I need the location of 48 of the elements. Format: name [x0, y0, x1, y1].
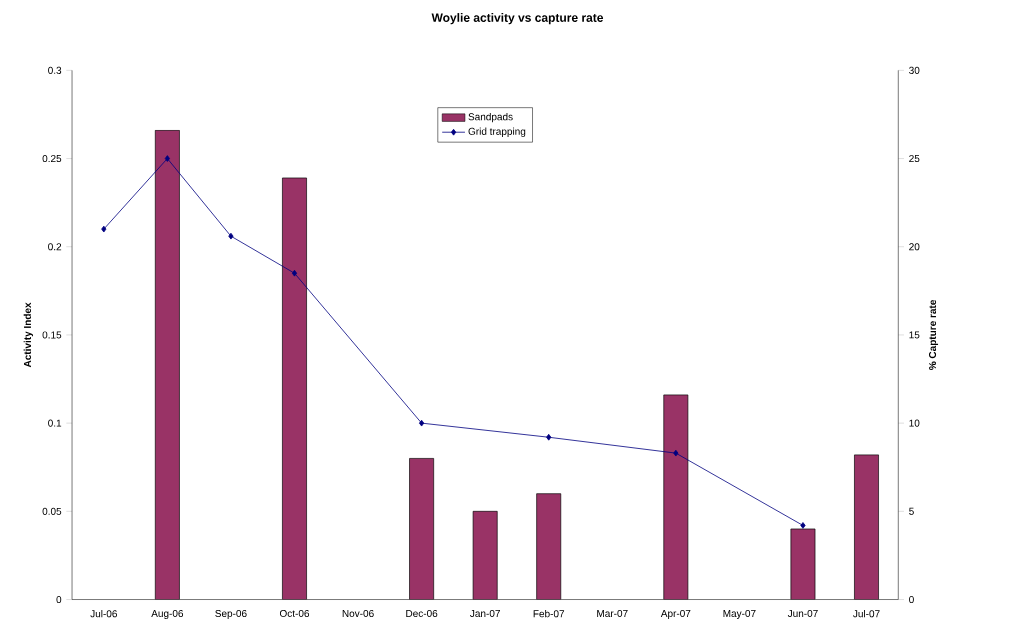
point — [673, 450, 679, 457]
y-tick-label: 0 — [56, 596, 62, 604]
bar — [154, 130, 180, 600]
y2-tick-label: 10 — [909, 419, 920, 427]
x-tick-label: Jul-07 — [853, 610, 880, 618]
x-tick-label: Jul-06 — [90, 610, 117, 618]
bar — [536, 493, 562, 600]
point — [546, 434, 552, 441]
y-tick-label: 0.3 — [48, 67, 62, 75]
bar — [663, 394, 689, 600]
y2-tick-label: 5 — [909, 508, 914, 516]
bar — [790, 528, 816, 600]
bar — [472, 511, 498, 600]
point — [164, 155, 170, 163]
y-tick-label: 0.15 — [42, 331, 62, 339]
x-tick-label: Feb-07 — [533, 610, 565, 618]
y2-tick-label: 15 — [909, 331, 920, 339]
x-tick-label: Jun-07 — [787, 610, 818, 618]
y2-tick-label: 25 — [909, 155, 920, 163]
bar — [409, 458, 435, 600]
x-tick-label: Dec-06 — [406, 610, 438, 618]
y2-axis-title: % Capture rate — [928, 300, 939, 371]
bar — [854, 454, 879, 600]
x-tick-label: Aug-06 — [151, 610, 184, 620]
y2-tick-label: 0 — [909, 596, 914, 604]
y-tick-label: 0.2 — [48, 243, 62, 251]
chart-title: Woylie activity vs capture rate — [431, 13, 604, 25]
x-tick-label: Apr-07 — [660, 610, 691, 620]
y-tick-label: 0.05 — [42, 508, 62, 516]
legend-label: Grid trapping — [468, 127, 526, 138]
legend-label: Sandpads — [468, 113, 513, 123]
y2-tick-label: 30 — [909, 67, 920, 75]
y-tick-label: 0.1 — [48, 419, 62, 427]
point — [101, 226, 107, 233]
point — [228, 233, 234, 240]
x-tick-label: Oct-06 — [279, 610, 310, 618]
y-axis-title: Activity Index — [23, 302, 33, 368]
x-tick-label: Jan-07 — [470, 610, 500, 618]
point — [419, 420, 425, 427]
x-tick-label: Sep-06 — [215, 610, 247, 620]
point — [291, 270, 298, 277]
bar — [282, 177, 307, 600]
x-tick-label: May-07 — [723, 610, 756, 620]
y2-tick-label: 20 — [909, 243, 920, 251]
x-tick-label: Mar-07 — [597, 610, 628, 618]
y-tick-label: 0.25 — [42, 155, 62, 163]
point — [800, 522, 806, 529]
x-tick-label: Nov-06 — [342, 610, 374, 618]
